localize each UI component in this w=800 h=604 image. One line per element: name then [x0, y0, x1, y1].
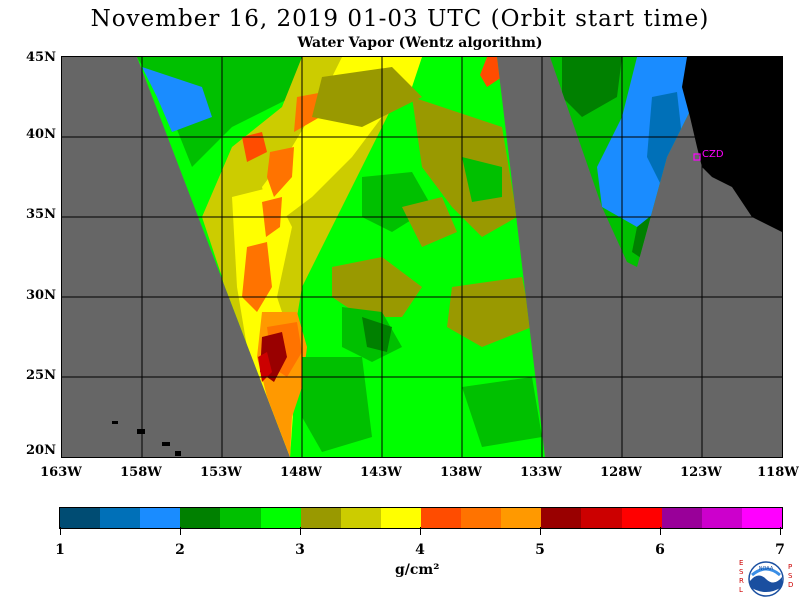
map-subtitle: Water Vapor (Wentz algorithm) — [297, 35, 543, 51]
lon-label-118w: 118W — [757, 465, 799, 480]
colorbar-segment-12 — [541, 508, 582, 528]
hawaiian-islands — [112, 421, 181, 456]
colorbar-segment-5 — [260, 508, 301, 528]
lat-label-20n: 20N — [26, 443, 56, 458]
colorbar-label-2: 2 — [175, 542, 185, 558]
lon-label-163w: 163W — [40, 465, 82, 480]
logo-left-char-e: E — [739, 559, 743, 567]
station-marker — [693, 153, 701, 161]
lon-label-143w: 143W — [360, 465, 402, 480]
colorbar-units: g/cm² — [395, 562, 440, 578]
colorbar-segment-16 — [701, 508, 742, 528]
colorbar-segment-11 — [501, 508, 542, 528]
lat-label-45n: 45N — [26, 50, 56, 65]
colorbar-label-1: 1 — [55, 542, 65, 558]
logo-left-text: E S R L — [739, 559, 746, 594]
colorbar-segment-6 — [300, 508, 341, 528]
station-label: CZD — [702, 149, 724, 160]
colorbar-tick-3 — [300, 527, 301, 535]
logo-right-char-s: S — [788, 572, 793, 580]
logo-center-text: NOAA — [759, 566, 774, 572]
colorbar-label-6: 6 — [655, 542, 665, 558]
colorbar-segment-2 — [140, 508, 181, 528]
colorbar-tick-5 — [540, 527, 541, 535]
logo-left-char-s: S — [739, 568, 744, 576]
colorbar-segment-7 — [340, 508, 381, 528]
lon-label-138w: 138W — [440, 465, 482, 480]
colorbar-label-5: 5 — [535, 542, 545, 558]
lon-label-128w: 128W — [600, 465, 642, 480]
noaa-logo: NOAA E S R L P S D — [736, 557, 796, 600]
colorbar-tick-7 — [780, 527, 781, 535]
colorbar-segment-13 — [581, 508, 622, 528]
colorbar-segment-8 — [380, 508, 421, 528]
lon-label-153w: 153W — [200, 465, 242, 480]
graticule — [62, 57, 782, 457]
logo-right-char-d: D — [788, 581, 793, 589]
colorbar-label-7: 7 — [775, 542, 785, 558]
land-california — [682, 57, 782, 232]
colorbar-tick-1 — [60, 527, 61, 535]
map-canvas: CZD — [62, 57, 782, 457]
colorbar-segment-14 — [621, 508, 662, 528]
lon-label-148w: 148W — [280, 465, 322, 480]
colorbar — [59, 507, 783, 529]
colorbar-segment-15 — [661, 508, 702, 528]
logo-right-text: P S D — [788, 563, 795, 589]
lat-label-40n: 40N — [26, 127, 56, 142]
lon-label-158w: 158W — [120, 465, 162, 480]
water-vapor-map: CZD — [61, 56, 783, 458]
colorbar-tick-4 — [420, 527, 421, 535]
colorbar-segment-0 — [60, 508, 101, 528]
colorbar-segment-17 — [741, 508, 782, 528]
lon-label-123w: 123W — [680, 465, 722, 480]
swath-main — [137, 57, 545, 457]
colorbar-segment-4 — [220, 508, 261, 528]
logo-left-char-r: R — [739, 577, 744, 585]
logo-left-char-l: L — [739, 586, 743, 594]
colorbar-tick-2 — [180, 527, 181, 535]
logo-right-char-p: P — [788, 563, 792, 571]
colorbar-segment-1 — [100, 508, 141, 528]
lat-label-25n: 25N — [26, 368, 56, 383]
colorbar-segment-10 — [461, 508, 502, 528]
colorbar-label-4: 4 — [415, 542, 425, 558]
colorbar-tick-6 — [660, 527, 661, 535]
lat-label-35n: 35N — [26, 207, 56, 222]
colorbar-label-3: 3 — [295, 542, 305, 558]
lat-label-30n: 30N — [26, 288, 56, 303]
lon-label-133w: 133W — [520, 465, 562, 480]
colorbar-segment-3 — [180, 508, 221, 528]
colorbar-segment-9 — [420, 508, 462, 528]
map-title: November 16, 2019 01-03 UTC (Orbit start… — [90, 6, 710, 32]
